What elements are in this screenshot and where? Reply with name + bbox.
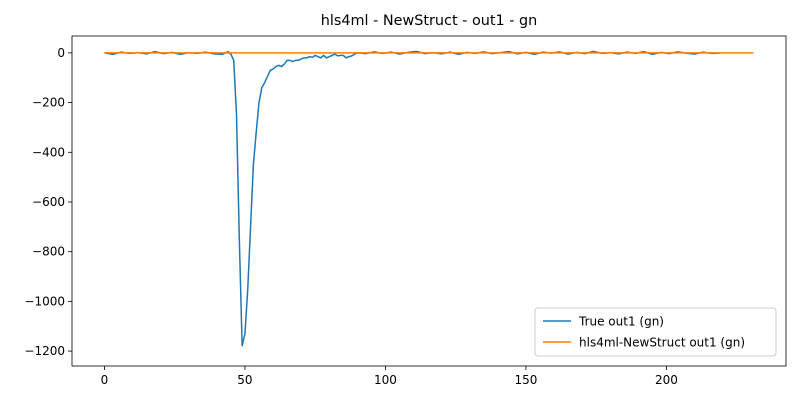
x-tick-label: 200 xyxy=(655,373,678,387)
x-tick-label: 150 xyxy=(514,373,537,387)
y-tick-label: −1200 xyxy=(24,344,65,358)
x-tick-label: 50 xyxy=(237,373,252,387)
y-tick-label: −800 xyxy=(32,245,65,259)
x-tick-label: 0 xyxy=(101,373,109,387)
legend: True out1 (gn) hls4ml-NewStruct out1 (gn) xyxy=(534,307,777,357)
legend-box xyxy=(534,307,777,357)
y-tick-label: −400 xyxy=(32,145,65,159)
y-tick-label: −600 xyxy=(32,195,65,209)
y-tick-label: 0 xyxy=(57,46,65,60)
y-tick-label: −1000 xyxy=(24,294,65,308)
legend-label: True out1 (gn) xyxy=(578,315,664,329)
y-tick-label: −200 xyxy=(32,96,65,110)
x-tick-label: 100 xyxy=(374,373,397,387)
legend-label: hls4ml-NewStruct out1 (gn) xyxy=(579,336,745,350)
chart-title: hls4ml - NewStruct - out1 - gn xyxy=(321,13,538,29)
plot-frame xyxy=(71,35,787,367)
